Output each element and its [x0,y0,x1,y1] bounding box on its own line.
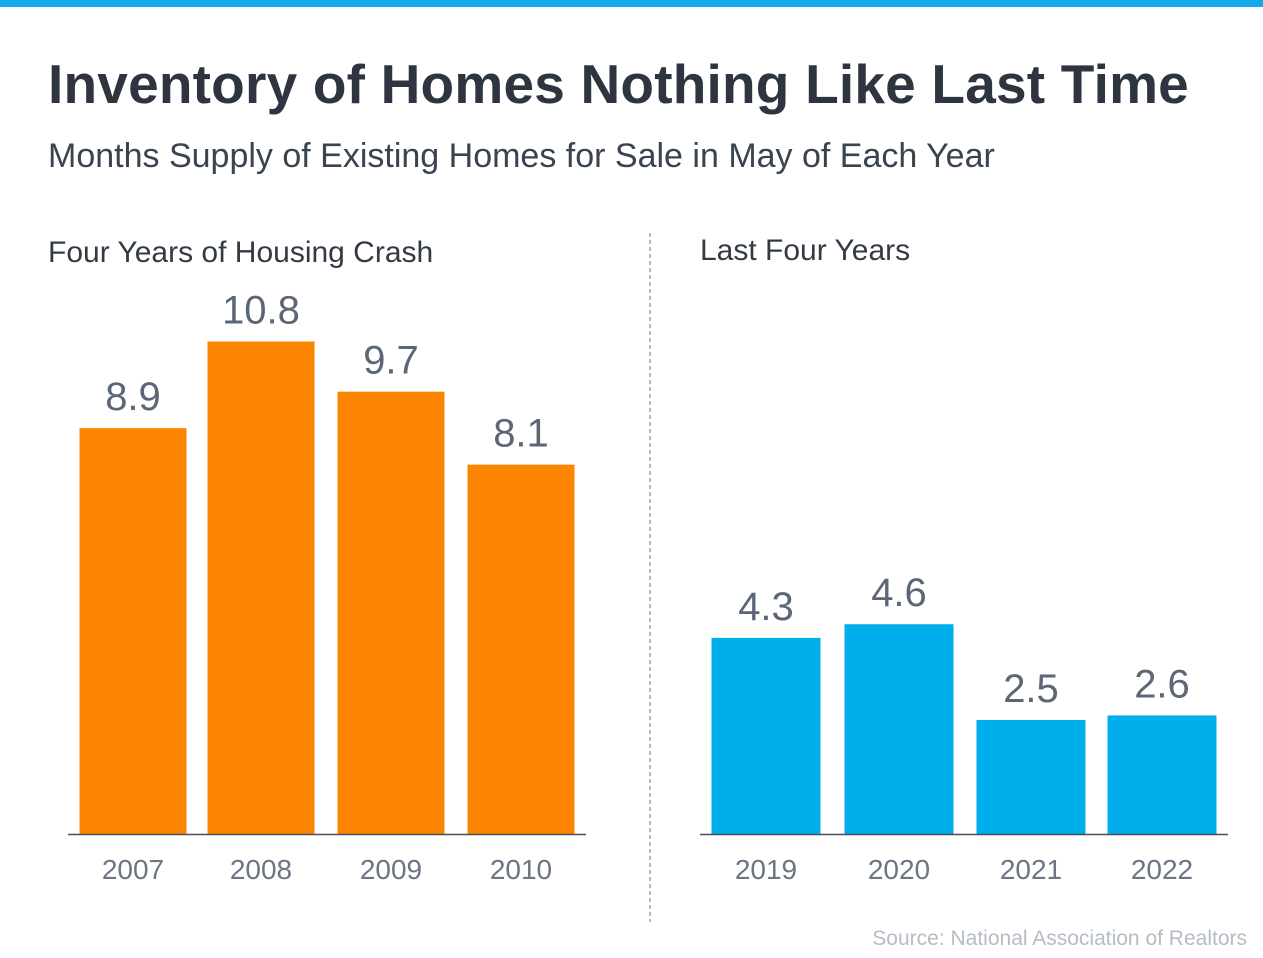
bar-2010 [467,464,575,834]
data-label-2020: 4.6 [871,571,927,615]
bar-2007 [79,428,187,834]
x-tick-label-2019: 2019 [735,854,797,885]
chart-title: Inventory of Homes Nothing Like Last Tim… [48,53,1189,115]
bar-2020 [844,624,954,834]
x-tick-label-2020: 2020 [868,854,930,885]
top-accent-bar [0,0,1263,7]
data-label-2010: 8.1 [493,412,549,456]
data-label-2008: 10.8 [222,289,300,333]
bar-2021 [976,720,1086,834]
x-tick-label-2022: 2022 [1131,854,1193,885]
bar-2009 [337,391,445,834]
data-label-2022: 2.6 [1134,662,1190,706]
left-panel-title: Four Years of Housing Crash [48,236,433,269]
data-label-2019: 4.3 [738,585,794,629]
x-tick-label-2008: 2008 [230,854,292,885]
x-tick-label-2009: 2009 [360,854,422,885]
chart-subtitle: Months Supply of Existing Homes for Sale… [48,137,995,175]
data-label-2007: 8.9 [105,375,161,419]
data-label-2021: 2.5 [1003,667,1059,711]
bar-2008 [207,341,315,834]
x-tick-label-2021: 2021 [1000,854,1062,885]
x-tick-label-2007: 2007 [102,854,164,885]
bar-2019 [711,637,821,834]
data-label-2009: 9.7 [363,339,419,383]
bar-2022 [1107,715,1217,834]
source-note: Source: National Association of Realtors [872,927,1247,950]
x-tick-label-2010: 2010 [490,854,552,885]
right-panel-title: Last Four Years [700,234,910,267]
